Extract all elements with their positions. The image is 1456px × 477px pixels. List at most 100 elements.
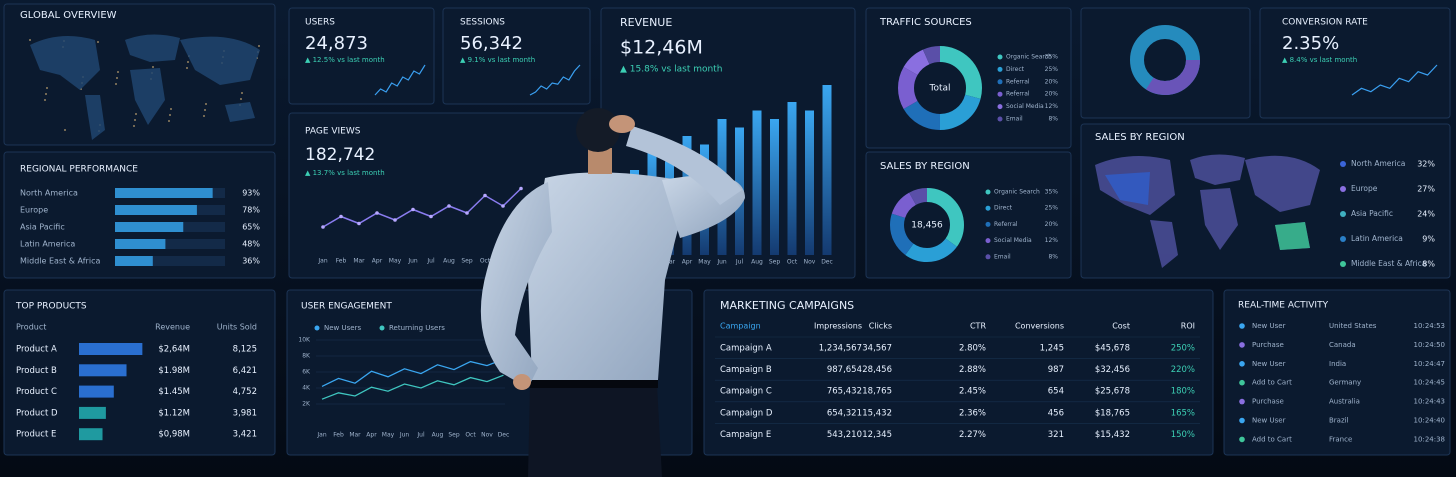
map-dot [133, 125, 135, 127]
cell: Product D [16, 408, 58, 418]
x-tick-label: Aug [432, 432, 444, 439]
map-dot [117, 71, 119, 73]
y-tick-label: 6K [302, 369, 311, 376]
legend-dot [997, 116, 1003, 122]
map-dot [186, 67, 188, 69]
column-header: Clicks [869, 322, 892, 331]
status-dot [1239, 398, 1245, 405]
head [576, 108, 620, 152]
legend-label: Email [1006, 116, 1023, 123]
kpi-value: 2.35% [1282, 33, 1339, 54]
line [321, 358, 504, 387]
bar [115, 239, 166, 249]
cell: Brazil [1329, 417, 1349, 425]
cell: 150% [1171, 430, 1195, 440]
cell: $2,64M [158, 345, 190, 355]
legend-label: Middle East & Africa [1351, 259, 1426, 268]
x-tick-label: May [382, 432, 395, 439]
legend-label: Direct [994, 205, 1013, 212]
x-tick-label: May [389, 258, 402, 265]
map-highlight [1105, 172, 1150, 205]
cell: Add to Cart [1252, 435, 1292, 443]
cell: Product A [16, 345, 57, 355]
y-tick-label: 10K [298, 337, 311, 344]
x-tick-label: Oct [465, 432, 476, 439]
legend-dot [314, 325, 320, 331]
cell: 10:24:47 [1414, 360, 1445, 368]
cell: 18,765 [862, 387, 892, 397]
shirt [528, 172, 690, 380]
panel-title: GLOBAL OVERVIEW [20, 10, 117, 21]
cell: 250% [1171, 344, 1195, 354]
point [393, 218, 397, 222]
column-header: CTR [970, 322, 986, 331]
legend-value: 35% [1045, 189, 1059, 196]
legend-value: 27% [1417, 185, 1435, 194]
status-dot [1239, 379, 1245, 386]
legend-dot [997, 104, 1003, 110]
donut-segment [898, 46, 982, 130]
cell: 4,752 [233, 387, 257, 397]
status-dot [1239, 361, 1245, 367]
bar [787, 102, 797, 255]
map-highlight [1275, 222, 1310, 250]
legend-value: 12% [1045, 237, 1059, 244]
maps [30, 25, 1320, 268]
cell: 2.80% [959, 344, 986, 354]
kpi-title: SESSIONS [460, 18, 505, 28]
cell: $1.98M [158, 366, 190, 376]
cell: Add to Cart [1252, 379, 1292, 387]
sparkline [374, 64, 426, 96]
legend-dot [1340, 161, 1346, 167]
cell: Product E [16, 430, 56, 440]
column-header: Campaign [720, 322, 761, 331]
panel [3, 289, 276, 456]
status-dot [1239, 417, 1245, 424]
decor-donut [1130, 25, 1200, 95]
cell: 321 [1048, 430, 1064, 440]
bar [115, 222, 184, 232]
panel-title: TRAFFIC SOURCES [879, 17, 972, 28]
legend-label: Organic Search [1006, 54, 1052, 61]
cell: $32,456 [1095, 365, 1130, 375]
map-dot [64, 129, 66, 131]
donut-segment [898, 46, 982, 130]
y-tick-label: 2K [302, 401, 311, 408]
map-dot [45, 93, 47, 95]
map-dot [152, 66, 154, 68]
map-dot [115, 83, 117, 85]
forearm [626, 126, 742, 205]
value-label: 36% [242, 257, 260, 266]
legend-dot [985, 254, 991, 260]
legend-value: 35% [1045, 54, 1059, 61]
kpi-value: 56,342 [460, 33, 523, 54]
donut-segment [890, 188, 964, 262]
cell: 2.88% [959, 365, 986, 375]
column-header: Conversions [1015, 322, 1064, 331]
status-dot [1239, 436, 1245, 443]
world-map [1095, 154, 1320, 268]
world-map [30, 34, 260, 140]
bar [115, 256, 153, 266]
donut-center: Total [928, 84, 950, 94]
x-tick-label: Dec [821, 259, 833, 266]
legend-dot [997, 66, 1003, 72]
legend-dot [1340, 261, 1346, 267]
sparkline [529, 64, 581, 96]
row-label: Latin America [20, 240, 75, 249]
bar [79, 406, 106, 419]
map-dot [169, 114, 171, 116]
map-dot [116, 77, 118, 79]
panel-title: SALES BY REGION [880, 161, 970, 172]
point [411, 207, 415, 212]
kpi-value: 182,742 [305, 145, 375, 165]
legend-label: Email [994, 253, 1011, 260]
x-tick-label: Jul [426, 258, 435, 265]
point [483, 193, 487, 198]
row-label: Asia Pacific [20, 223, 65, 232]
x-tick-label: Nov [481, 432, 493, 439]
cell: Purchase [1252, 341, 1284, 349]
row-label: Europe [20, 206, 48, 215]
kpi-change: ▲ 8.4% vs last month [1282, 56, 1357, 64]
